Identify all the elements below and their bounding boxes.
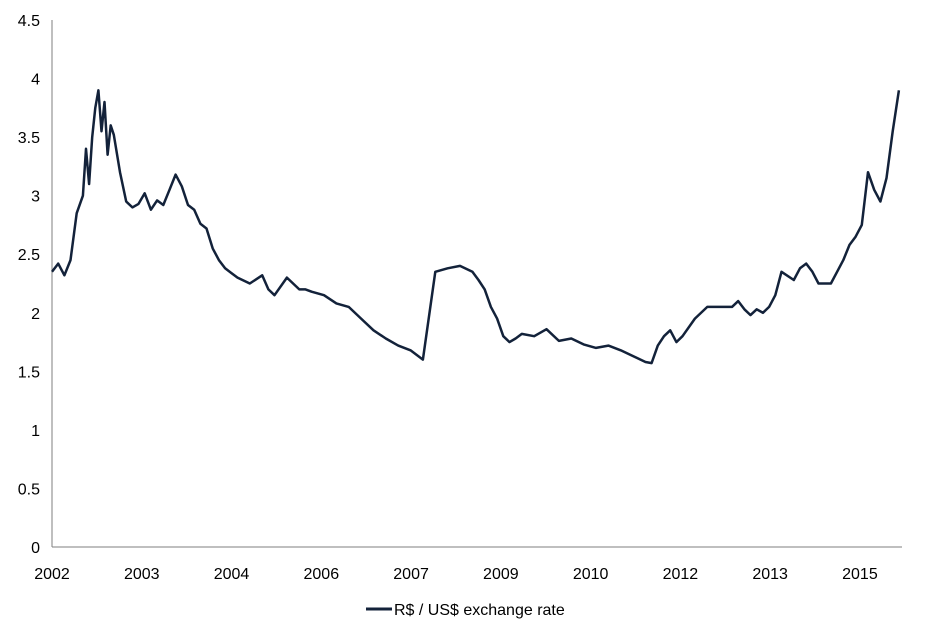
y-tick-label: 0 xyxy=(31,540,40,557)
x-tick-label: 2003 xyxy=(124,566,160,583)
x-tick-label: 2007 xyxy=(393,566,429,583)
y-tick-label: 0.5 xyxy=(18,481,40,498)
y-tick-label: 2 xyxy=(31,306,40,323)
x-tick-label: 2006 xyxy=(304,566,340,583)
x-tick-label: 2002 xyxy=(34,566,70,583)
y-tick-label: 4 xyxy=(31,72,40,89)
x-tick-label: 2013 xyxy=(752,566,788,583)
x-tick-label: 2004 xyxy=(214,566,250,583)
y-tick-label: 3.5 xyxy=(18,130,40,147)
x-axis-tick-labels: 2002 2003 2004 2006 2007 2009 2010 2012 2013 2015 xyxy=(34,566,878,583)
y-tick-label: 2.5 xyxy=(18,247,40,264)
x-tick-label: 2010 xyxy=(573,566,609,583)
y-tick-label: 1 xyxy=(31,423,40,440)
legend: R$ / US$ exchange rate xyxy=(366,602,565,619)
y-tick-label: 1.5 xyxy=(18,364,40,381)
y-axis-tick-labels: 0 0.5 1 1.5 2 2.5 3 3.5 4 4.5 xyxy=(18,13,40,557)
x-tick-label: 2009 xyxy=(483,566,519,583)
x-tick-label: 2015 xyxy=(842,566,878,583)
x-tick-label: 2012 xyxy=(663,566,699,583)
y-tick-label: 3 xyxy=(31,189,40,206)
legend-label: R$ / US$ exchange rate xyxy=(394,602,565,619)
series-line-exchange-rate xyxy=(51,89,901,365)
y-tick-label: 4.5 xyxy=(18,13,40,30)
